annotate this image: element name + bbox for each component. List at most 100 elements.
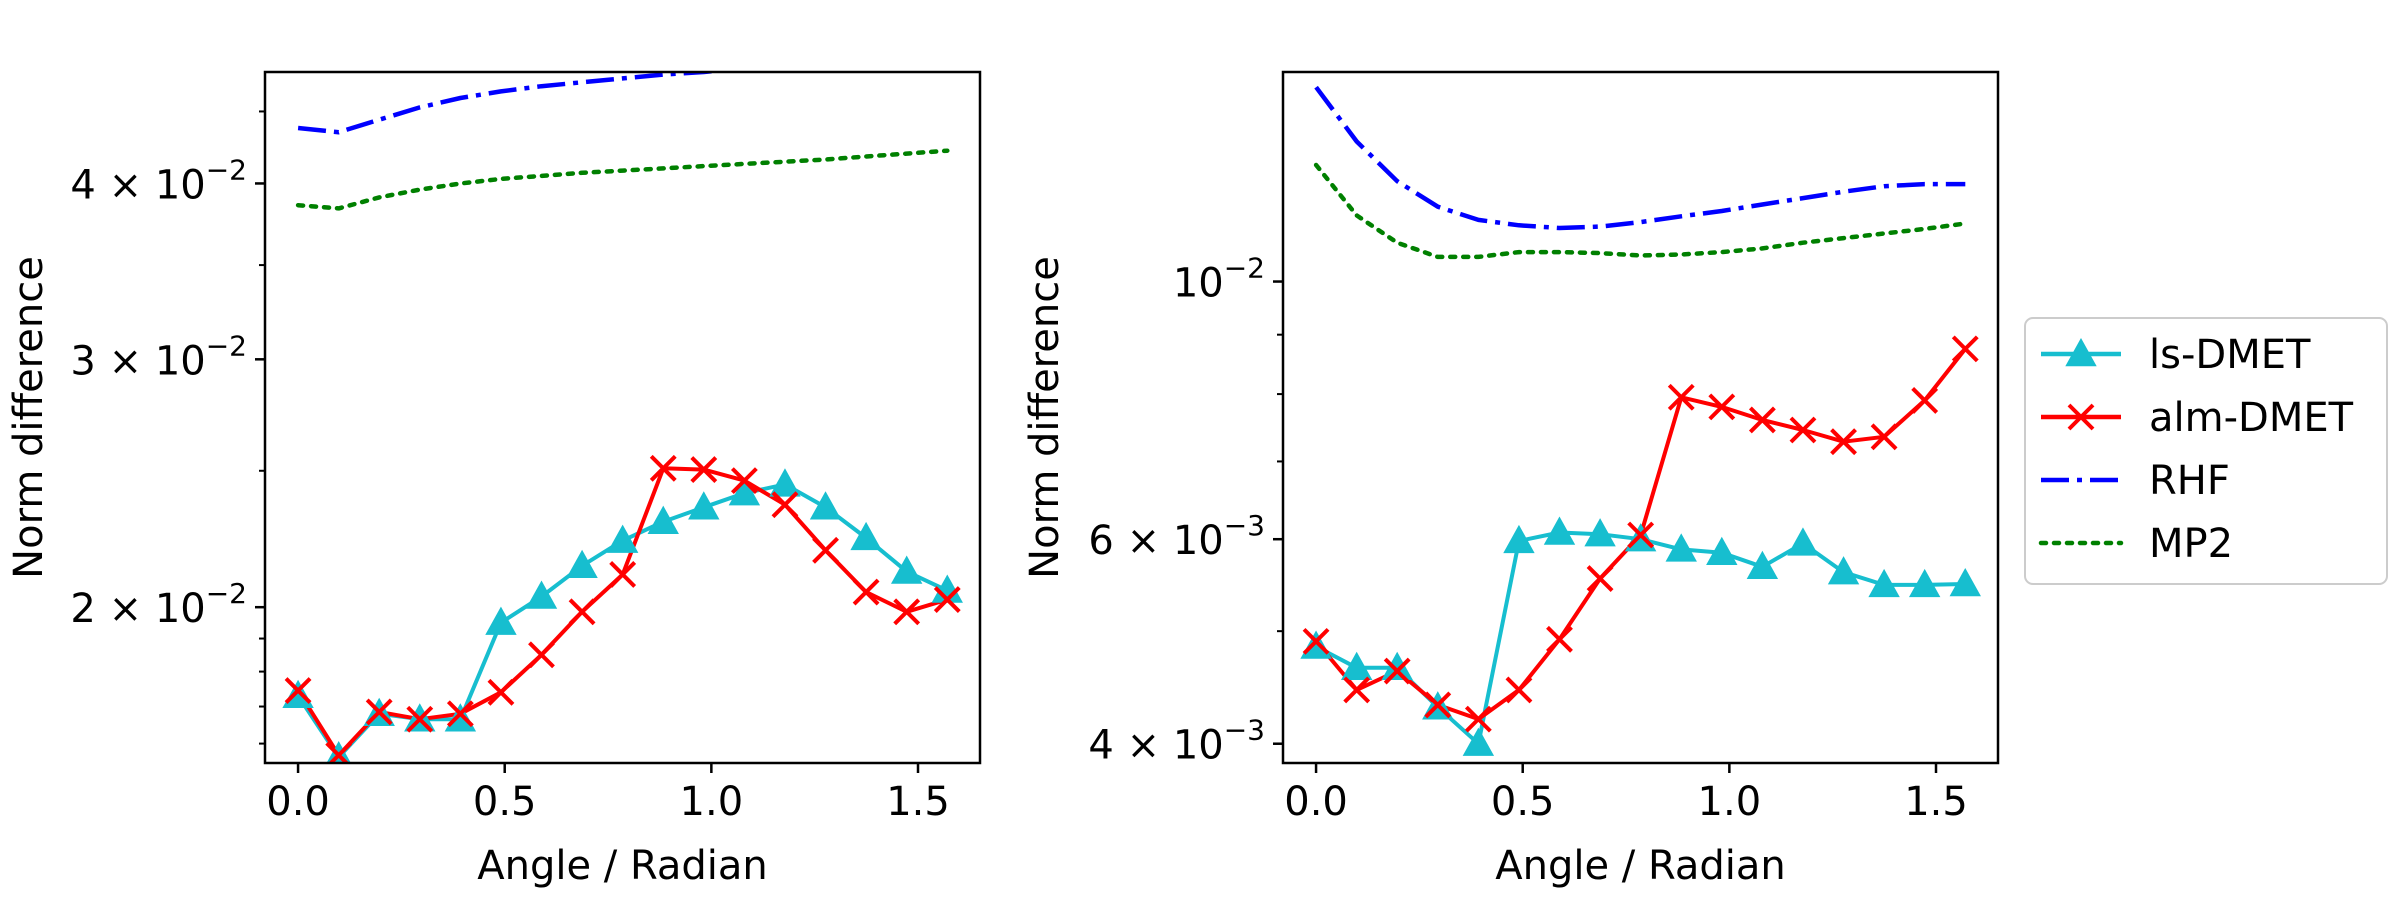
x-tick-label: 0.0: [1284, 779, 1348, 825]
data-point-ls-dmet: [606, 524, 639, 553]
data-point-alm-dmet: [852, 578, 880, 606]
series-line-mp2: [295, 148, 950, 211]
data-point-alm-dmet: [284, 677, 312, 704]
y-tick-label: 4 × 10−2: [70, 153, 247, 208]
data-point-ls-dmet: [1503, 524, 1535, 554]
legend-marker: [2065, 337, 2097, 367]
data-point-alm-dmet: [1546, 625, 1573, 653]
data-point-alm-dmet: [487, 678, 515, 706]
data-point-ls-dmet: [850, 521, 882, 551]
legend-label: ls-DMET: [2149, 332, 2311, 378]
data-point-ls-dmet: [1787, 527, 1819, 556]
legend-label: RHF: [2149, 458, 2230, 504]
data-point-ls-dmet: [1949, 567, 1981, 597]
legend-entry-mp2: MP2: [2038, 521, 2233, 567]
data-point-ls-dmet: [688, 491, 720, 520]
data-point-ls-dmet: [1827, 556, 1860, 585]
data-point-alm-dmet: [893, 598, 921, 626]
data-point-alm-dmet: [933, 586, 961, 614]
y-axis-label: Norm difference: [6, 256, 52, 579]
data-point-alm-dmet: [528, 641, 555, 669]
y-tick-label: 2 × 10−2: [70, 577, 247, 632]
data-point-alm-dmet: [1911, 387, 1939, 414]
data-point-alm-dmet: [365, 698, 393, 726]
legend-box: [2024, 317, 2388, 585]
data-point-ls-dmet: [525, 580, 558, 609]
data-point-alm-dmet: [771, 491, 799, 519]
y-tick-label: 6 × 10−3: [1088, 509, 1265, 564]
data-point-ls-dmet: [1462, 727, 1495, 756]
data-point-ls-dmet: [1340, 651, 1373, 680]
data-point-ls-dmet: [647, 505, 679, 534]
data-point-ls-dmet: [1543, 516, 1576, 545]
series-line-rhf: [1314, 85, 1966, 231]
data-point-alm-dmet: [406, 705, 434, 733]
data-point-ls-dmet: [1584, 518, 1616, 547]
legend: ls-DMET alm-DMET RHF MP2: [2024, 317, 2388, 585]
x-tick-label: 1.0: [1698, 779, 1762, 825]
data-point-alm-dmet: [1951, 335, 1979, 363]
plot-area: [1300, 85, 1981, 756]
data-point-alm-dmet: [1586, 565, 1614, 592]
data-point-alm-dmet: [1383, 657, 1411, 685]
x-tick-label: 0.0: [266, 779, 330, 825]
data-point-alm-dmet: [1343, 676, 1371, 704]
data-point-alm-dmet: [1748, 406, 1776, 434]
data-point-ls-dmet: [890, 555, 923, 584]
data-point-ls-dmet: [1746, 550, 1779, 580]
legend-label: alm-DMET: [2149, 395, 2354, 441]
x-tick-label: 1.0: [680, 779, 744, 825]
series-line-rhf: [297, 72, 728, 135]
data-point-ls-dmet: [728, 477, 761, 506]
data-point-ls-dmet: [444, 703, 477, 732]
y-tick-label: 3 × 10−2: [70, 329, 247, 384]
plot-area: [282, 72, 963, 763]
chart-panel-1: 0.0 0.5 1.0 1.5 2 × 10−2 3 × 10−2 4 × 10−2 Angl…: [6, 70, 982, 889]
data-point-alm-dmet: [690, 456, 718, 483]
data-point-alm-dmet: [1667, 383, 1695, 411]
data-point-ls-dmet: [566, 549, 598, 579]
x-tick-label: 1.5: [886, 779, 950, 825]
series-line-mp2: [1313, 162, 1968, 260]
data-point-ls-dmet: [1868, 568, 1900, 598]
data-point-ls-dmet: [485, 606, 517, 635]
data-point-ls-dmet: [1706, 536, 1738, 566]
data-point-alm-dmet: [1424, 691, 1452, 719]
data-point-alm-dmet: [568, 598, 596, 626]
x-tick-label: 1.5: [1904, 779, 1968, 825]
data-point-alm-dmet: [446, 700, 474, 728]
x-tick-label: 0.5: [1491, 779, 1555, 825]
data-point-alm-dmet: [1830, 428, 1857, 456]
legend-entry-rhf: RHF: [2041, 458, 2230, 504]
x-tick-label: 0.5: [473, 779, 537, 825]
data-point-alm-dmet: [1627, 521, 1655, 549]
data-point-alm-dmet: [1789, 416, 1817, 444]
legend-label: MP2: [2149, 521, 2233, 567]
data-point-alm-dmet: [730, 467, 758, 495]
y-axis-label: Norm difference: [1022, 256, 1068, 579]
data-point-ls-dmet: [1908, 568, 1941, 598]
data-point-ls-dmet: [809, 491, 842, 520]
axes-frame: [1281, 70, 2000, 765]
legend-marker: [2067, 403, 2095, 431]
legend-entry-alm-dmet: alm-DMET: [2041, 395, 2354, 441]
x-axis-label: Angle / Radian: [1495, 843, 1786, 889]
y-tick-label: 10−2: [1173, 252, 1265, 307]
series-line-alm-dmet: [296, 466, 948, 758]
legend-entry-ls-dmet: ls-DMET: [2041, 332, 2311, 378]
y-tick-label: 4 × 10−3: [1088, 714, 1265, 769]
data-point-alm-dmet: [1708, 393, 1736, 421]
data-point-ls-dmet: [1300, 630, 1332, 659]
axes-frame: [263, 70, 982, 765]
data-point-alm-dmet: [325, 741, 353, 763]
data-point-alm-dmet: [1505, 676, 1533, 704]
chart-panel-2: 0.0 0.5 1.0 1.5 4 × 10−3 6 × 10−3 10−2 Angle / …: [1022, 70, 2000, 889]
data-point-alm-dmet: [1302, 627, 1330, 655]
series-line-ls-dmet: [1315, 530, 1966, 746]
data-point-ls-dmet: [282, 679, 314, 709]
data-point-alm-dmet: [649, 454, 677, 482]
data-point-alm-dmet: [812, 536, 839, 564]
x-axis-label: Angle / Radian: [477, 843, 768, 889]
